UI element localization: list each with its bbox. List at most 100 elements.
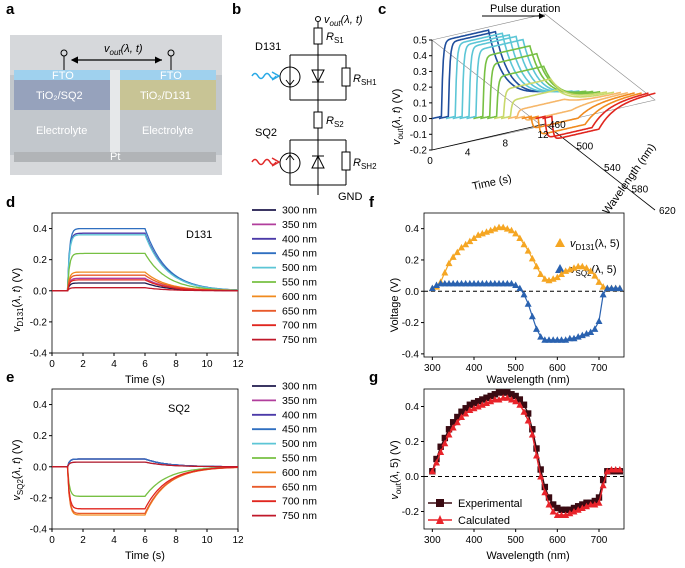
chart-c-annotation: Pulse duration: [490, 3, 560, 15]
chart-c-ztick-label: 580: [632, 185, 649, 196]
chart-f-point-SQ2: [528, 312, 536, 320]
chart-c-xtick-label: 4: [465, 147, 471, 158]
chart-c-series-560: [500, 89, 615, 120]
chart-e-ytick-label: -0.4: [30, 525, 48, 536]
chart-c-xlabel: Time (s): [471, 173, 513, 193]
chart-c-ztick-label: 540: [604, 163, 621, 174]
circuit-sq2-label: SQ2: [255, 127, 277, 139]
resistor-rsh1-icon: [341, 67, 351, 87]
chart-g-point-Calculated: [433, 459, 440, 466]
chart-e-xtick-label: 2: [80, 535, 86, 546]
chart-d-series-750: [52, 287, 238, 292]
chart-g-xtick-label: 400: [466, 535, 483, 546]
legend-d-item-300: 300 nm: [282, 205, 317, 217]
chart-e-xtick-label: 10: [201, 535, 213, 546]
chart-g-point-Calculated: [562, 511, 570, 518]
chart-f-point-D131: [458, 243, 465, 251]
chart-g-point-Experimental: [549, 501, 557, 508]
legend-calculated-marker-icon: [436, 515, 444, 524]
chart-g-point-Experimental: [445, 426, 453, 433]
chart-f-point-D131: [595, 278, 603, 285]
chart-g-point-Calculated: [574, 506, 582, 513]
chart-c-series-490: [452, 33, 566, 120]
chart-f-point-SQ2: [537, 333, 545, 340]
chart-f-frame: [423, 212, 625, 358]
legend-e-item-300: 300 nm: [282, 381, 317, 393]
chart-c-series-480: [445, 32, 559, 120]
chart-f-point-D131: [503, 225, 511, 232]
chart-g-point-Experimental: [508, 391, 515, 398]
chart-f-point-D131: [533, 262, 540, 270]
resistor-rs1-icon: [313, 27, 323, 45]
chart-d-ytick-label: 0.0: [33, 286, 47, 297]
chart-d-series-400: [52, 232, 239, 292]
chart-d-ytick-label: -0.2: [30, 317, 48, 328]
chart-e-xtick-label: 6: [142, 535, 148, 546]
chart-g-ylabel: vout(λ, 5) (V): [389, 440, 403, 499]
diode-1-icon: [311, 69, 325, 84]
chart-f-point-D131: [449, 253, 457, 260]
chart-g-xtick-label: 700: [591, 535, 608, 546]
chart-f: Voltage (V) Wavelength (nm) vD131(λ, 5) …: [389, 212, 625, 386]
chart-d-ytick-label: 0.4: [33, 224, 47, 235]
chart-g-point-Experimental: [458, 408, 465, 415]
chart-f-point-D131: [453, 248, 461, 256]
legend-d-item-700: 700 nm: [282, 320, 317, 332]
chart-g-point-Calculated: [445, 431, 453, 438]
chart-d: D131 vD131(λ, t) (V) Time (s) 0 2 4 6 8 10 12 -…: [11, 212, 244, 386]
chart-g-ytick-label: 0.0: [405, 472, 419, 483]
chart-e-ylabel: vSQ2(λ, t) (V): [11, 439, 25, 500]
chart-e-label: SQ2: [168, 403, 190, 415]
chart-c-xtick-label: 12: [537, 130, 549, 141]
circuit-rs2-label: RS2: [326, 115, 344, 129]
tio2-d131-layer: [120, 80, 216, 110]
legend-e-item-350: 350 nm: [282, 395, 317, 407]
chart-f-point-D131: [462, 240, 470, 248]
chart-f-point-D131: [520, 240, 528, 248]
chart-c-ytick-label: 0.1: [413, 98, 427, 109]
pt-label: Pt: [110, 151, 120, 163]
chart-c-xtick-label: 8: [503, 139, 509, 150]
chart-e-xlabel: Time (s): [125, 550, 165, 562]
chart-g: vout(λ, 5) (V) Wavelength (nm) Experimen…: [389, 388, 625, 562]
chart-e-series-400: [52, 458, 238, 468]
electrolyte-right-label: Electrolyte: [142, 125, 193, 137]
chart-f-point-SQ2: [520, 290, 528, 298]
chart-g-point-Calculated: [537, 473, 545, 480]
chart-d-ytick-label: -0.4: [30, 349, 48, 360]
chart-g-point-Experimental: [533, 445, 540, 452]
panel-letter-d: d: [6, 194, 15, 211]
chart-f-point-D131: [528, 254, 536, 262]
chart-g-point-Experimental: [441, 434, 449, 442]
chart-f-point-D131: [537, 270, 545, 278]
fto-left-label: FTO: [52, 70, 74, 82]
chart-d-xtick-label: 10: [201, 359, 213, 370]
chart-f-point-SQ2: [599, 290, 607, 298]
chart-c-series-590: [521, 92, 635, 129]
legend-d-item-350: 350 nm: [282, 219, 317, 231]
chart-g-legend-calculated: Calculated: [458, 515, 510, 527]
legend-d-item-550: 550 nm: [282, 277, 317, 289]
chart-f-xlabel: Wavelength (nm): [486, 374, 569, 386]
current-source-2-icon: [279, 152, 301, 174]
chart-f-point-SQ2: [591, 325, 599, 332]
chart-g-point-Calculated: [462, 410, 470, 417]
legend-sq2-marker-icon: [555, 264, 565, 273]
chart-g-point-Experimental: [474, 398, 482, 405]
chart-f-xtick-label: 700: [591, 363, 608, 374]
chart-f-point-D131: [445, 259, 453, 267]
red-light-icon: [251, 158, 277, 166]
chart-f-point-D131: [499, 223, 507, 231]
chart-g-point-Experimental: [595, 494, 603, 501]
chart-g-point-Calculated: [508, 396, 515, 403]
legend-e-item-400: 400 nm: [282, 409, 317, 421]
chart-e-series-350: [52, 458, 238, 468]
current-source-1-icon: [279, 66, 301, 88]
chart-f-point-SQ2: [428, 284, 436, 292]
tio2-sq2-label: TiO₂/SQ2: [36, 90, 83, 102]
chart-e-xtick-label: 8: [173, 535, 179, 546]
chart-c-ytick-label: 0.2: [413, 83, 427, 94]
chart-f-point-SQ2: [587, 328, 595, 335]
chart-c-xtick-label: 0: [427, 156, 433, 167]
